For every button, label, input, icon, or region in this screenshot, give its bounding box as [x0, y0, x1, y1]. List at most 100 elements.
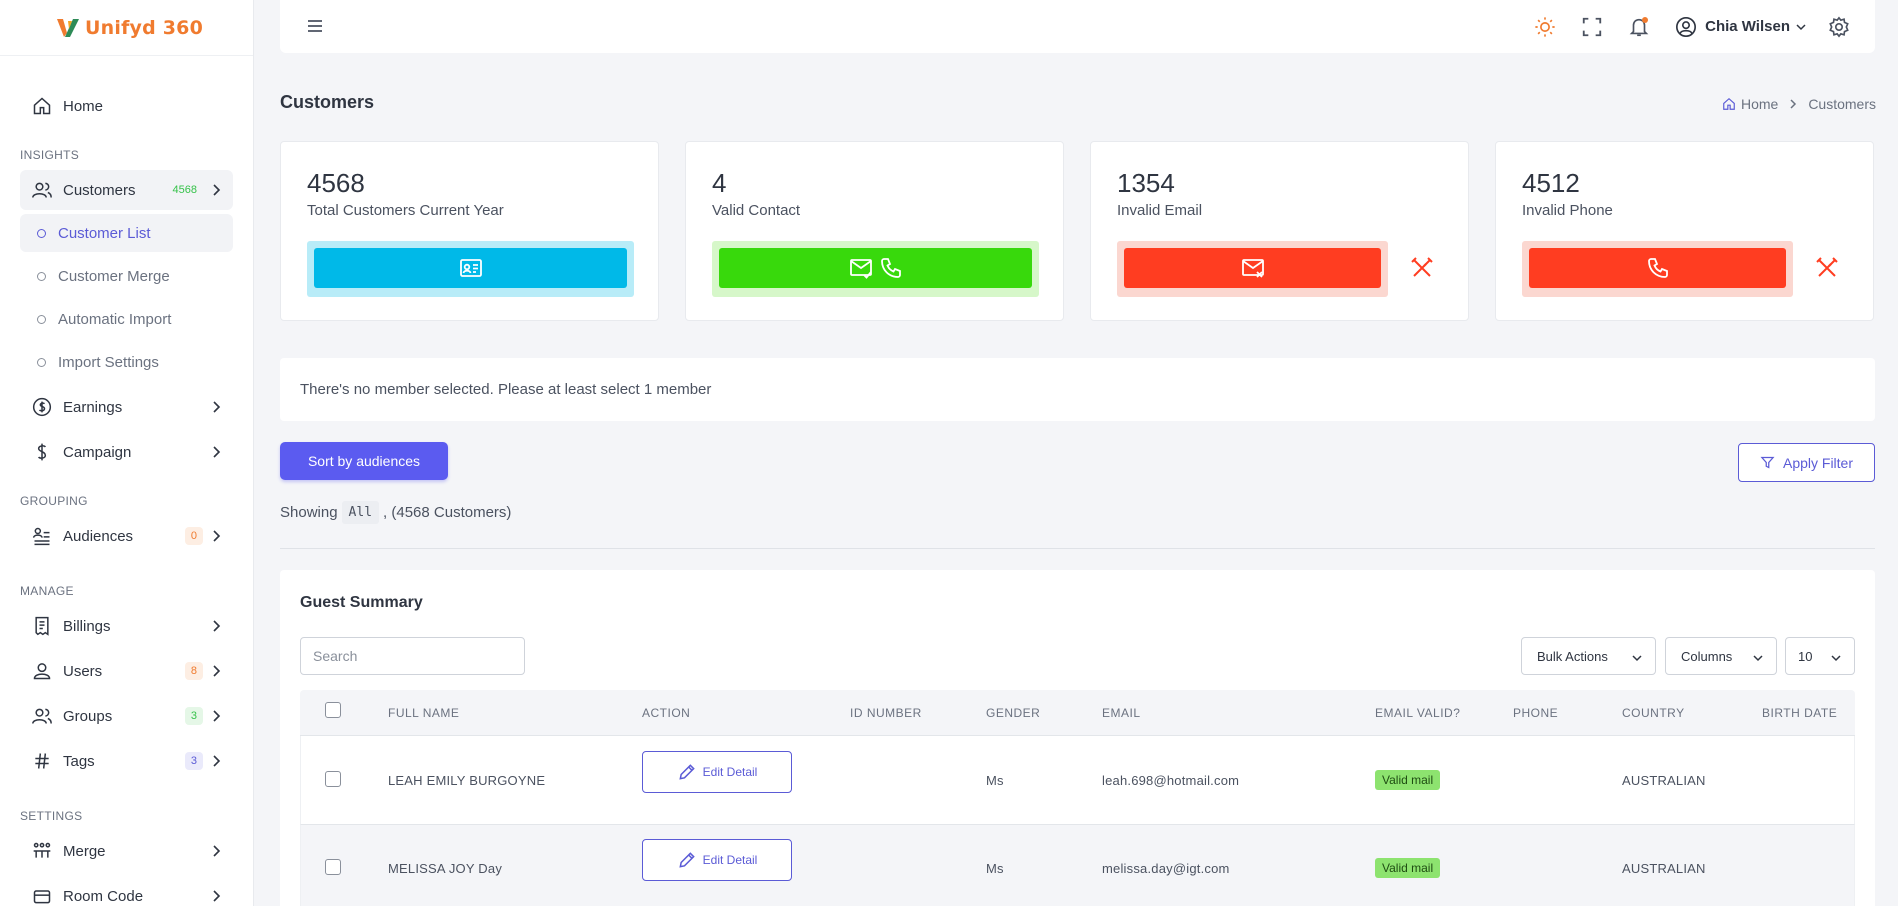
home-icon — [1723, 97, 1735, 110]
select-all-checkbox[interactable] — [325, 702, 341, 718]
column-header-country[interactable]: COUNTRY — [1622, 706, 1685, 720]
receipt-icon — [32, 616, 52, 636]
bell-icon[interactable] — [1628, 16, 1650, 38]
stat-bar-button[interactable] — [1124, 248, 1381, 288]
columns-dropdown[interactable]: Columns — [1665, 637, 1777, 675]
stat-bar-button[interactable] — [1529, 248, 1786, 288]
topbar: Chia Wilsen — [280, 0, 1875, 53]
circle-icon — [37, 229, 46, 238]
tools-icon[interactable] — [1815, 256, 1839, 280]
stat-bar-button[interactable] — [314, 248, 627, 288]
gear-icon[interactable] — [1828, 16, 1850, 38]
stat-bar-track — [1117, 241, 1388, 297]
cell-gender: Ms — [986, 861, 1004, 876]
column-header-id-number[interactable]: ID NUMBER — [850, 706, 922, 720]
user-menu[interactable]: Chia Wilsen — [1675, 16, 1806, 38]
sidebar-item-room-code[interactable]: Room Code — [20, 876, 233, 906]
sidebar-item-label: Campaign — [63, 443, 132, 461]
stat-label: Invalid Email — [1117, 202, 1203, 219]
users-icon — [32, 706, 52, 726]
sidebar-subitem-automatic-import[interactable]: Automatic Import — [20, 300, 233, 338]
sidebar-item-billings[interactable]: Billings — [20, 606, 233, 646]
notification-dot — [1642, 16, 1649, 23]
dollar-circle-icon — [32, 397, 52, 417]
cell-gender: Ms — [986, 773, 1004, 788]
chevron-right-icon — [213, 710, 221, 722]
sidebar-item-merge[interactable]: Merge — [20, 831, 233, 871]
chevron-right-icon — [213, 845, 221, 857]
menu-icon[interactable] — [306, 17, 324, 35]
sun-icon[interactable] — [1534, 16, 1556, 38]
sidebar-item-audiences[interactable]: Audiences 0 — [20, 516, 233, 556]
column-header-full-name[interactable]: FULL NAME — [388, 706, 460, 720]
stat-bar-track — [307, 241, 634, 297]
chevron-down-icon — [1831, 655, 1841, 662]
column-header-birth-date[interactable]: BIRTH DATE — [1762, 706, 1838, 720]
column-header-gender[interactable]: GENDER — [986, 706, 1041, 720]
edit-detail-label: Edit Detail — [702, 765, 758, 779]
sidebar-item-campaign[interactable]: Campaign — [20, 432, 233, 472]
audience-icon — [32, 526, 52, 546]
sidebar-subitem-customer-merge[interactable]: Customer Merge — [20, 257, 233, 295]
row-checkbox[interactable] — [325, 771, 341, 787]
sidebar-item-tags[interactable]: Tags 3 — [20, 741, 233, 781]
room-icon — [32, 886, 52, 906]
brand[interactable]: Unifyd 360 — [0, 0, 253, 56]
stat-value: 4568 — [307, 168, 365, 198]
sidebar-subitem-label: Automatic Import — [58, 310, 172, 328]
panel-title: Guest Summary — [300, 594, 423, 611]
sidebar-item-groups[interactable]: Groups 3 — [20, 696, 233, 736]
sidebar-item-earnings[interactable]: Earnings — [20, 387, 233, 427]
sidebar-item-home[interactable]: Home — [20, 86, 233, 126]
breadcrumb-current: Customers — [1808, 96, 1876, 112]
sidebar-item-label: Home — [63, 97, 104, 115]
cell-full-name: MELISSA JOY Day — [388, 861, 503, 876]
brand-logo-icon — [57, 18, 79, 37]
tools-icon[interactable] — [1410, 256, 1434, 280]
chevron-right-icon — [213, 755, 221, 767]
sort-by-audiences-button[interactable]: Sort by audiences — [280, 442, 448, 480]
chevron-right-icon — [213, 446, 221, 458]
column-header-email[interactable]: EMAIL — [1102, 706, 1141, 720]
count-badge: 3 — [184, 752, 203, 770]
stat-bar-button[interactable] — [719, 248, 1032, 288]
search-input[interactable] — [300, 637, 525, 675]
apply-filter-button[interactable]: Apply Filter — [1738, 443, 1875, 482]
sidebar-subitem-import-settings[interactable]: Import Settings — [20, 343, 233, 381]
user-icon — [32, 661, 52, 681]
breadcrumb: Home Customers — [1722, 96, 1876, 112]
fullscreen-icon[interactable] — [1581, 16, 1603, 38]
stat-label: Total Customers Current Year — [307, 202, 504, 219]
sidebar-subitem-customer-list[interactable]: Customer List — [20, 214, 233, 252]
phone-icon — [1647, 258, 1668, 278]
bulk-actions-dropdown[interactable]: Bulk Actions — [1521, 637, 1656, 675]
showing-summary: Showing All , (4568 Customers) — [280, 501, 511, 524]
pencil-icon — [679, 764, 695, 780]
page-title: Customers — [280, 92, 375, 112]
sidebar-item-users[interactable]: Users 8 — [20, 651, 233, 691]
table-row: LEAH EMILY BURGOYNE Edit Detail Ms leah.… — [300, 736, 1855, 825]
column-header-email-valid[interactable]: EMAIL VALID? — [1375, 706, 1461, 720]
sidebar-item-label: Groups — [63, 707, 113, 725]
sidebar-item-customers[interactable]: Customers 4568 — [20, 170, 233, 210]
table-header: FULL NAME ACTION ID NUMBER GENDER EMAIL … — [300, 690, 1855, 736]
edit-detail-button[interactable]: Edit Detail — [642, 839, 792, 881]
stat-value: 4 — [712, 168, 727, 198]
row-checkbox[interactable] — [325, 859, 341, 875]
pencil-icon — [679, 852, 695, 868]
filter-icon — [1760, 456, 1775, 469]
section-label-grouping: GROUPING — [20, 494, 88, 508]
breadcrumb-home[interactable]: Home — [1740, 96, 1779, 112]
column-header-phone[interactable]: PHONE — [1513, 706, 1559, 720]
sidebar-item-label: Tags — [63, 752, 95, 770]
sidebar-item-label: Room Code — [63, 887, 144, 905]
chevron-right-icon — [1790, 99, 1797, 109]
phone-icon — [880, 258, 901, 278]
edit-detail-button[interactable]: Edit Detail — [642, 751, 792, 793]
page-size-select[interactable]: 10 — [1785, 637, 1855, 675]
count-badge: 0 — [184, 527, 203, 545]
stat-card-valid-contact: 4 Valid Contact — [685, 141, 1064, 321]
chevron-right-icon — [213, 184, 221, 196]
cell-email: leah.698@hotmail.com — [1102, 773, 1240, 788]
column-header-action[interactable]: ACTION — [642, 706, 691, 720]
